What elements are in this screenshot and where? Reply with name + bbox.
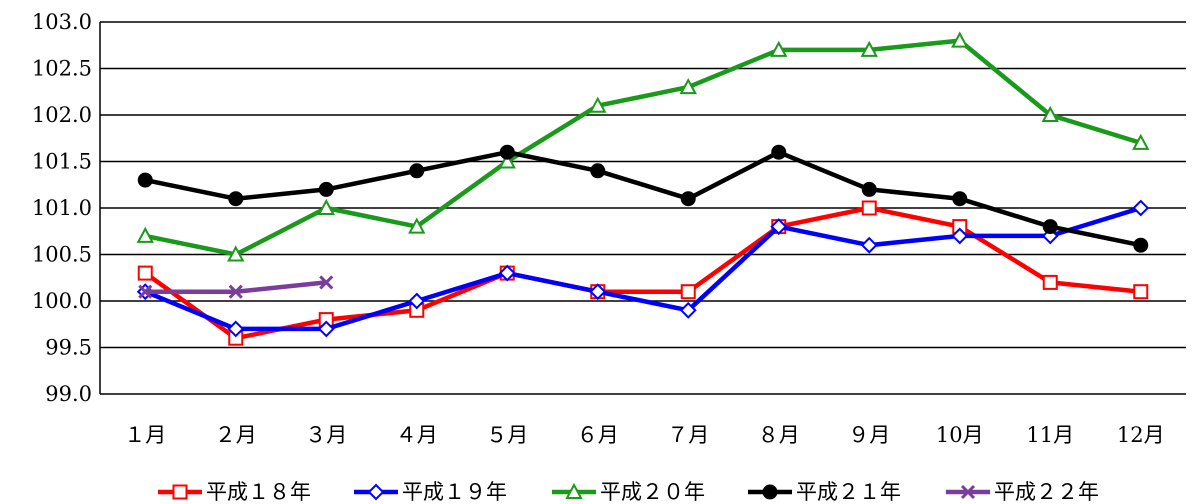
data-point-marker: [860, 40, 878, 57]
series-line: [144, 205, 1142, 332]
data-point-marker: [317, 320, 335, 338]
x-tick-label: 12月: [1117, 423, 1165, 447]
y-tick-label: 99.5: [45, 336, 92, 360]
legend-label: 平成２２年: [994, 480, 1099, 504]
data-point-marker: [137, 172, 153, 188]
legend-item: 平成１９年: [354, 480, 507, 504]
data-point-marker: [680, 284, 696, 300]
data-point-marker: [590, 163, 606, 179]
data-point-marker: [137, 265, 153, 281]
legend-label: 平成２０年: [600, 480, 705, 504]
legend-label: 平成２１年: [796, 480, 901, 504]
series-2: [136, 199, 1150, 338]
data-point-marker: [1041, 105, 1059, 122]
x-tick-label: ５月: [486, 423, 528, 447]
data-point-marker: [138, 284, 153, 299]
data-point-marker: [1132, 133, 1150, 150]
y-tick-label: 101.0: [32, 196, 92, 220]
legend-item: 平成２１年: [748, 480, 901, 504]
data-point-marker: [319, 275, 334, 290]
data-point-marker: [860, 236, 878, 254]
y-tick-label: 99.0: [45, 382, 92, 406]
legend-marker: [762, 484, 778, 500]
data-point-marker: [861, 200, 877, 216]
x-axis-ticks: １月 ２月 ３月 ４月 ５月 ６月 ７月 ８月 ９月 10月 11月 12月: [124, 423, 1164, 447]
data-point-marker: [318, 181, 334, 197]
x-tick-label: ７月: [667, 423, 709, 447]
series-5: [138, 275, 334, 299]
data-point-marker: [1042, 219, 1058, 235]
series-3: [136, 31, 1150, 262]
gridlines: [99, 21, 1186, 395]
data-point-marker: [408, 217, 426, 234]
y-tick-label: 102.0: [32, 103, 92, 127]
data-point-marker: [228, 191, 244, 207]
legend-item: 平成２０年: [552, 480, 705, 504]
x-tick-label: ６月: [577, 423, 619, 447]
y-tick-label: 103.0: [32, 10, 92, 34]
legend-label: 平成１９年: [402, 480, 507, 504]
series-line: [143, 205, 1141, 341]
data-point-marker: [227, 245, 245, 262]
y-tick-label: 102.5: [32, 57, 92, 81]
data-point-marker: [499, 144, 515, 160]
data-point-marker: [861, 181, 877, 197]
y-tick-label: 100.5: [32, 243, 92, 267]
x-tick-label: ２月: [215, 423, 257, 447]
legend-label: 平成１８年: [206, 480, 311, 504]
x-tick-label: ３月: [305, 423, 347, 447]
data-point-marker: [1133, 284, 1149, 300]
data-point-marker: [228, 284, 243, 299]
data-point-marker: [498, 264, 516, 282]
data-point-marker: [680, 191, 696, 207]
data-point-marker: [951, 227, 969, 245]
data-point-marker: [770, 218, 788, 236]
data-point-marker: [1042, 274, 1058, 290]
x-tick-label: 10月: [936, 423, 984, 447]
data-point-marker: [408, 292, 426, 310]
y-axis-ticks: 99.0 99.5 100.0 100.5 101.0 101.5 102.0 102.5 10…: [32, 10, 92, 406]
legend-marker: [565, 482, 583, 499]
legend-marker: [172, 484, 188, 500]
data-point-marker: [771, 144, 787, 160]
x-tick-label: ９月: [848, 423, 890, 447]
data-point-marker: [952, 191, 968, 207]
y-tick-label: 101.5: [32, 150, 92, 174]
series-4: [137, 144, 1149, 253]
legend: 平成１８年 平成１９年 平成２０年 平成２１年 平成２２年: [158, 480, 1099, 504]
data-point-marker: [589, 96, 607, 113]
x-tick-label: 11月: [1026, 423, 1074, 447]
data-point-marker: [679, 77, 697, 95]
legend-marker: [960, 484, 976, 500]
data-point-marker: [770, 40, 788, 57]
series-lines: [136, 31, 1150, 346]
data-point-marker: [136, 226, 154, 243]
data-point-marker: [589, 283, 607, 301]
x-tick-label: ８月: [758, 423, 800, 447]
legend-item: 平成２２年: [946, 480, 1099, 504]
x-tick-label: １月: [124, 423, 166, 447]
series-line: [144, 149, 1142, 248]
data-point-marker: [1132, 199, 1150, 217]
data-point-marker: [227, 320, 245, 338]
y-tick-label: 100.0: [32, 289, 92, 313]
series-1: [137, 200, 1149, 346]
legend-item: 平成１８年: [158, 480, 311, 504]
data-point-marker: [951, 31, 969, 48]
data-point-marker: [409, 163, 425, 179]
data-point-marker: [1133, 237, 1149, 253]
data-point-marker: [498, 152, 516, 169]
series-line: [144, 38, 1142, 257]
data-point-marker: [317, 198, 335, 215]
legend-marker: [367, 483, 385, 501]
data-point-marker: [679, 301, 697, 319]
x-tick-label: ４月: [396, 423, 438, 447]
